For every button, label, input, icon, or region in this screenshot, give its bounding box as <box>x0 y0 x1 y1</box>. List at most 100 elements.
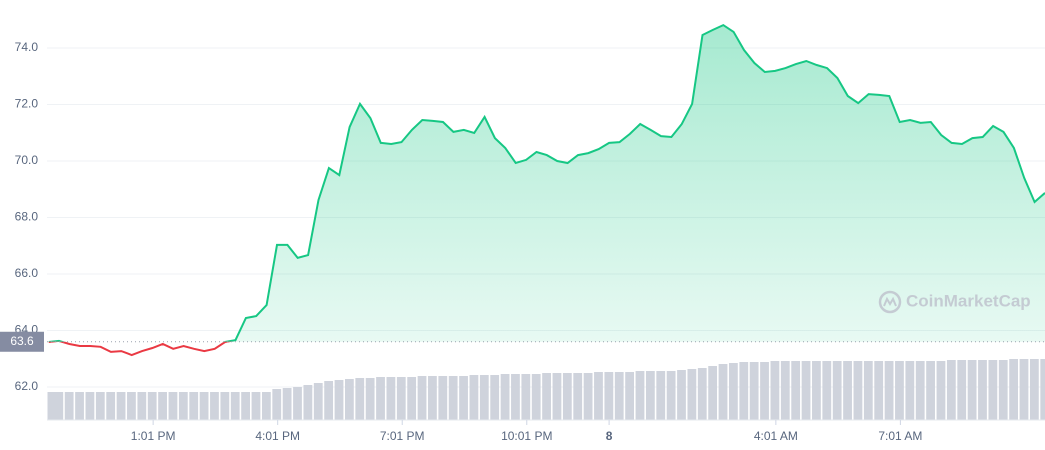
volume-bar <box>355 378 365 420</box>
volume-bar <box>469 375 479 420</box>
volume-bar <box>178 392 188 420</box>
volume-bar <box>313 383 323 420</box>
volume-bar <box>728 363 738 420</box>
y-tick-label: 72.0 <box>15 97 39 111</box>
volume-bar <box>106 392 116 420</box>
price-line-above <box>48 23 1045 342</box>
volume-bar <box>448 376 458 420</box>
volume-bar <box>770 361 780 420</box>
volume-bar <box>251 392 261 420</box>
volume-bar <box>147 392 157 420</box>
volume-bar <box>998 360 1008 420</box>
volume-bar <box>967 360 977 420</box>
volume-bar <box>677 370 686 420</box>
x-tick-label: 1:01 PM <box>131 429 176 443</box>
volume-bar <box>85 392 95 420</box>
volume-bar <box>552 373 562 420</box>
volume-bar <box>54 392 64 420</box>
volume-bar <box>801 361 811 420</box>
volume-bar <box>812 361 821 420</box>
volume-bar <box>687 369 697 420</box>
volume-bar <box>407 377 417 420</box>
volume-bar <box>428 376 437 420</box>
volume-bar <box>521 374 531 420</box>
volume-bar <box>95 392 105 420</box>
volume-bar <box>895 361 904 420</box>
volume-bar <box>542 373 551 420</box>
volume-bar <box>988 360 998 420</box>
volume-bar <box>137 392 147 420</box>
volume-bar <box>272 389 282 420</box>
volume-bar <box>64 392 74 420</box>
y-tick-label: 74.0 <box>15 40 39 54</box>
watermark-logo-mark <box>883 296 897 307</box>
watermark-logo <box>878 290 902 314</box>
y-tick-label: 62.0 <box>15 379 39 393</box>
volume-bar <box>936 361 946 420</box>
volume-bar <box>1009 359 1019 420</box>
volume-bar <box>573 373 583 420</box>
volume-bar <box>438 376 448 420</box>
volume-bar <box>282 388 292 420</box>
volume-bar <box>832 361 842 420</box>
volume-bar <box>189 392 199 420</box>
volume-bar <box>127 392 136 420</box>
volume-bar <box>946 360 956 420</box>
volume-bar <box>75 392 84 420</box>
volume-bar <box>625 372 635 420</box>
volume-bar <box>978 360 987 420</box>
watermark: CoinMarketCap <box>878 290 1031 314</box>
volume-bar <box>656 371 666 420</box>
volume-bar <box>594 372 603 420</box>
reference-label-box <box>0 331 44 352</box>
volume-bar <box>926 361 935 420</box>
volume-bar <box>459 376 468 420</box>
volume-bar <box>220 392 230 420</box>
volume-bar <box>614 372 624 420</box>
volume-bar <box>531 374 541 420</box>
volume-bar <box>780 361 790 420</box>
volume-bar <box>344 379 354 420</box>
y-tick-label: 70.0 <box>15 153 39 167</box>
x-tick-label: 10:01 PM <box>501 429 552 443</box>
volume-bar <box>957 360 967 420</box>
volume-bar <box>261 392 271 420</box>
volume-bar <box>635 371 645 420</box>
y-tick-label: 66.0 <box>15 266 39 280</box>
axes: 62.064.066.068.070.072.074.01:01 PM 4:01 … <box>0 40 1045 443</box>
x-tick-label: 7:01 PM <box>380 429 425 443</box>
volume-bar <box>822 361 832 420</box>
volume-bar <box>666 371 676 420</box>
volume-bar <box>884 361 894 420</box>
volume-bar <box>853 361 863 420</box>
volume-bar <box>303 385 313 420</box>
volume-bar <box>168 392 178 420</box>
volume-bar <box>708 366 718 420</box>
watermark-text: CoinMarketCap <box>906 291 1031 310</box>
reference-label: 63.6 <box>10 334 34 348</box>
volume-bar <box>749 362 759 420</box>
volume-bar <box>562 373 572 420</box>
volume-bar <box>490 375 500 420</box>
x-tick-label: 4:01 AM <box>754 429 798 443</box>
volume-bar <box>479 375 489 420</box>
volume-bar <box>210 392 219 420</box>
volume-bar <box>417 376 427 420</box>
volume-bar <box>718 364 728 420</box>
volume-bar <box>230 392 240 420</box>
volume-bar <box>863 361 873 420</box>
volume-bar <box>739 362 749 420</box>
volume-bar <box>376 377 385 420</box>
volume-bar <box>645 371 655 420</box>
price-area <box>50 25 1045 342</box>
volume-bar <box>116 392 126 420</box>
volume-bar <box>791 361 801 420</box>
volume-bar <box>241 392 250 420</box>
volume-bar <box>199 392 209 420</box>
volume-bar <box>697 368 707 420</box>
volume-bar <box>47 392 57 420</box>
x-tick-label: 8 <box>606 429 613 443</box>
volume-bar <box>874 361 884 420</box>
volume-bar <box>760 362 769 420</box>
